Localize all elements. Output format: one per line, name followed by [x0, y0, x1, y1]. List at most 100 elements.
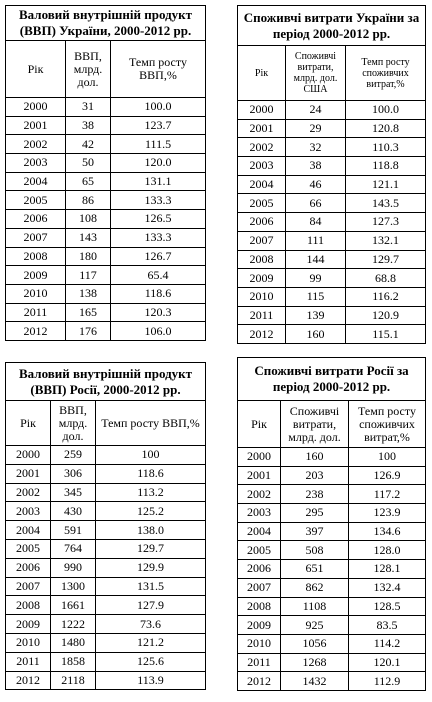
data-row: 2004 46 121.1	[237, 174, 426, 195]
table-cell: 112.9	[347, 671, 427, 691]
table-cell: 66	[285, 193, 346, 214]
table-cell: 2007	[5, 576, 51, 597]
data-row: 2007 1300 131.5	[5, 576, 207, 597]
data-row: 2002 238 117.2	[237, 484, 427, 505]
table-cell: 2004	[237, 521, 281, 542]
table-cell: 117	[65, 265, 111, 285]
table-cell: 86	[65, 190, 111, 211]
data-row: 2002 42 111.5	[5, 134, 207, 155]
table-cell: 117.2	[347, 484, 427, 505]
data-row: 2004 65 131.1	[5, 171, 207, 192]
data-row: 2001 38 123.7	[5, 115, 207, 136]
table-cell: 397	[280, 521, 349, 542]
table-cell: 430	[50, 501, 96, 522]
table-cell: 2001	[237, 118, 286, 139]
data-row: 2000 160 100	[237, 447, 427, 467]
table-cell: 160	[280, 447, 349, 467]
column-header: Темп росту ВВП,%	[94, 400, 207, 446]
table-cell: 120.0	[109, 153, 207, 173]
title-row: Споживчі витрати Росії за період 2000-20…	[236, 357, 427, 401]
data-row: 2012 2118 113.9	[5, 670, 207, 691]
data-row: 2000 31 100.0	[5, 97, 207, 117]
table-cell: 83.5	[347, 615, 427, 635]
data-row: 2007 862 132.4	[237, 577, 427, 598]
table-cell: 100	[347, 447, 427, 467]
data-row: 2008 180 126.7	[5, 246, 207, 267]
data-table: Споживчі витрати України за період 2000-…	[237, 5, 426, 344]
table-cell: 2002	[237, 137, 286, 158]
data-row: 2006 108 126.5	[5, 209, 207, 229]
table-cell: 2000	[5, 445, 51, 465]
table-cell: 2009	[5, 614, 51, 634]
table-cell: 120.9	[345, 305, 426, 326]
table-cell: 73.6	[94, 614, 207, 634]
table-cell: 100.0	[345, 100, 426, 120]
table-cell: 134.6	[347, 521, 427, 542]
table-cell: 2010	[5, 632, 51, 653]
table-cell: 2010	[237, 633, 281, 654]
table-cell: 2004	[5, 520, 51, 540]
table-cell: 126.7	[109, 246, 207, 267]
table-cell: 114.2	[347, 633, 427, 654]
table-cell: 128.5	[347, 596, 427, 617]
table-title: Валовий внутрішній продукт (ВВП) України…	[4, 5, 207, 41]
table-cell: 2004	[237, 174, 286, 195]
table-cell: 2118	[50, 670, 96, 691]
table-cell: 46	[285, 174, 346, 195]
table-cell: 2002	[237, 484, 281, 505]
table-cell: 764	[50, 538, 96, 559]
data-row: 2011 1858 125.6	[5, 651, 207, 672]
table-cell: 118.6	[109, 283, 207, 304]
table-cell: 2004	[5, 171, 66, 192]
column-header: Споживчі витрати, млрд. дол.	[280, 400, 349, 448]
table-cell: 38	[285, 156, 346, 176]
column-header: Рік	[5, 400, 51, 446]
table-cell: 2007	[237, 577, 281, 598]
data-row: 2012 160 115.1	[237, 324, 426, 344]
table-cell: 180	[65, 246, 111, 267]
table-cell: 2000	[5, 97, 66, 117]
table-cell: 31	[65, 97, 111, 117]
column-header: Рік	[5, 40, 66, 98]
data-row: 2010 115 116.2	[237, 286, 426, 307]
table-cell: 99	[285, 268, 346, 288]
data-row: 2006 651 128.1	[237, 559, 427, 579]
data-row: 2001 203 126.9	[237, 465, 427, 486]
table-cell: 132.4	[347, 577, 427, 598]
data-row: 2005 764 129.7	[5, 538, 207, 559]
table-cell: 127.3	[345, 212, 426, 232]
table-cell: 2009	[5, 265, 66, 285]
table-cell: 121.1	[345, 174, 426, 195]
table-cell: 68.8	[345, 268, 426, 288]
data-row: 2002 32 110.3	[237, 137, 426, 158]
table-cell: 160	[285, 324, 346, 344]
table-cell: 143.5	[345, 193, 426, 214]
table-cell: 1108	[280, 596, 349, 617]
table-cell: 2005	[5, 190, 66, 211]
data-row: 2004 591 138.0	[5, 520, 207, 540]
table-cell: 2009	[237, 615, 281, 635]
table-cell: 106.0	[109, 321, 207, 341]
table-cell: 2007	[237, 230, 286, 251]
table-cell: 2008	[237, 249, 286, 270]
table-cell: 2003	[237, 503, 281, 523]
data-row: 2003 38 118.8	[237, 156, 426, 176]
data-row: 2010 1056 114.2	[237, 633, 427, 654]
data-row: 2001 29 120.8	[237, 118, 426, 139]
table-title: Споживчі витрати Росії за період 2000-20…	[236, 357, 427, 401]
table-cell: 2009	[237, 268, 286, 288]
table-cell: 176	[65, 321, 111, 341]
title-row: Валовий внутрішній продукт (ВВП) Росії, …	[4, 362, 207, 401]
table-cell: 110.3	[345, 137, 426, 158]
table-cell: 508	[280, 540, 349, 561]
column-header: Темп росту споживчих витрат,%	[345, 45, 426, 101]
column-header: Рік	[237, 45, 286, 101]
table-cell: 42	[65, 134, 111, 155]
data-row: 2005 86 133.3	[5, 190, 207, 211]
data-row: 2006 84 127.3	[237, 212, 426, 232]
table-cell: 121.2	[94, 632, 207, 653]
table-cell: 125.6	[94, 651, 207, 672]
table-cell: 2000	[237, 447, 281, 467]
column-header: ВВП, млрд. дол.	[65, 40, 111, 98]
table-cell: 129.7	[345, 249, 426, 270]
